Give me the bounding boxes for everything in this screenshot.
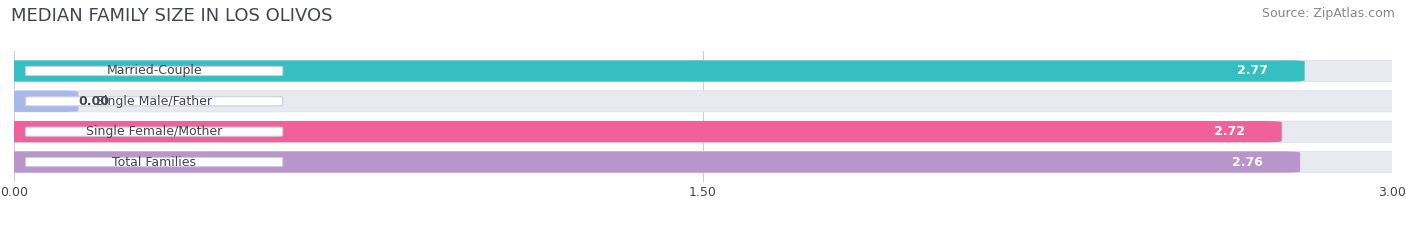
Text: Single Female/Mother: Single Female/Mother [86,125,222,138]
Text: Total Families: Total Families [112,155,197,168]
FancyBboxPatch shape [25,97,283,106]
FancyBboxPatch shape [0,91,1406,112]
Text: 2.72: 2.72 [1213,125,1244,138]
FancyBboxPatch shape [0,121,1406,142]
Text: 0.00: 0.00 [79,95,110,108]
FancyBboxPatch shape [0,60,1406,82]
FancyBboxPatch shape [0,151,1406,173]
FancyBboxPatch shape [0,91,79,112]
Text: MEDIAN FAMILY SIZE IN LOS OLIVOS: MEDIAN FAMILY SIZE IN LOS OLIVOS [11,7,333,25]
Text: Source: ZipAtlas.com: Source: ZipAtlas.com [1261,7,1395,20]
Text: 2.76: 2.76 [1233,155,1264,168]
FancyBboxPatch shape [25,66,283,75]
Text: Single Male/Father: Single Male/Father [96,95,212,108]
Text: 2.77: 2.77 [1237,65,1268,78]
FancyBboxPatch shape [0,121,1282,142]
FancyBboxPatch shape [25,127,283,136]
FancyBboxPatch shape [0,151,1301,173]
Text: Married-Couple: Married-Couple [107,65,202,78]
FancyBboxPatch shape [25,158,283,167]
FancyBboxPatch shape [0,60,1305,82]
